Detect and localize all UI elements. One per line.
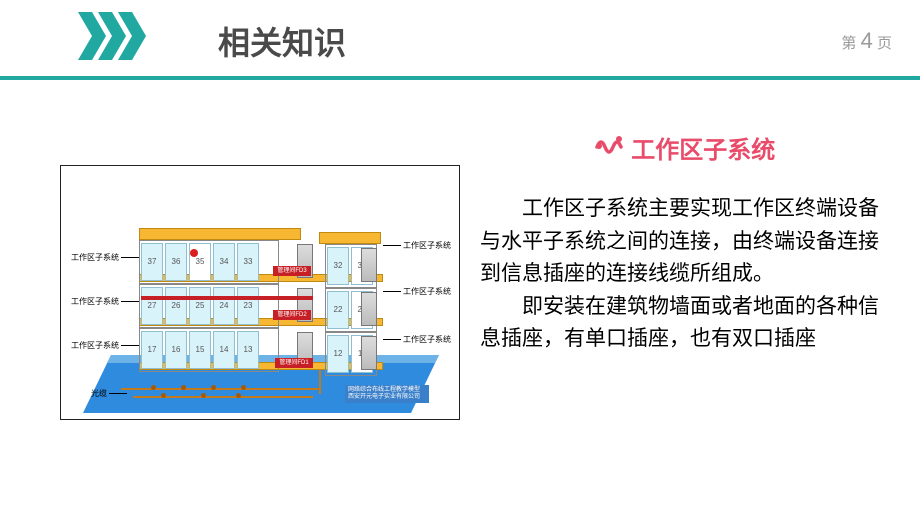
label-wz-r1: 工作区子系统	[381, 334, 451, 345]
label-wz-l3: 工作区子系统	[71, 252, 141, 263]
label-wz-r2: 工作区子系统	[381, 286, 451, 297]
floor-2: 2726252423	[139, 284, 279, 328]
label-wz-r3: 工作区子系统	[381, 240, 451, 251]
diagram-caption: 网络综合布线工程教学模型 西安开元电子实业有限公司	[345, 385, 429, 403]
text-column: 工作区子系统 工作区子系统主要实现工作区终端设备与水平子系统之间的连接，由终端设…	[480, 120, 890, 420]
slide-header: 相关知识 第 4 页	[0, 0, 920, 80]
paragraph-1: 工作区子系统主要实现工作区终端设备与水平子系统之间的连接，由终端设备连接到信息插…	[480, 193, 890, 291]
floor-3: 3736353433	[139, 240, 279, 284]
mgmt-fd3: 管理间FD3	[273, 266, 311, 276]
mgmt-fd1: 管理间FD1	[275, 358, 313, 368]
mgmt-fd2: 管理间FD2	[273, 310, 311, 320]
chevron-group-icon	[78, 12, 138, 60]
page-number-value: 4	[861, 28, 873, 53]
paragraph-2: 即安装在建筑物墙面或者地面的各种信息插座，有单口插座，也有双口插座	[480, 291, 890, 356]
page-number: 第 4 页	[841, 28, 892, 54]
body-text: 工作区子系统主要实现工作区终端设备与水平子系统之间的连接，由终端设备连接到信息插…	[480, 193, 890, 356]
slide-content: 3736353433 2726252423 1716151413 3231 22…	[0, 80, 920, 420]
cabling-diagram: 3736353433 2726252423 1716151413 3231 22…	[60, 165, 460, 420]
floor-1: 1716151413	[139, 328, 279, 372]
label-wz-l2: 工作区子系统	[71, 296, 141, 307]
slide-title: 相关知识	[218, 18, 346, 64]
waveform-icon	[595, 133, 625, 162]
section-subtitle: 工作区子系统	[631, 137, 775, 164]
page-suffix: 页	[877, 35, 892, 52]
label-fiber: 光缆	[91, 388, 129, 399]
page-prefix: 第	[841, 35, 856, 52]
label-wz-l1: 工作区子系统	[71, 340, 141, 351]
